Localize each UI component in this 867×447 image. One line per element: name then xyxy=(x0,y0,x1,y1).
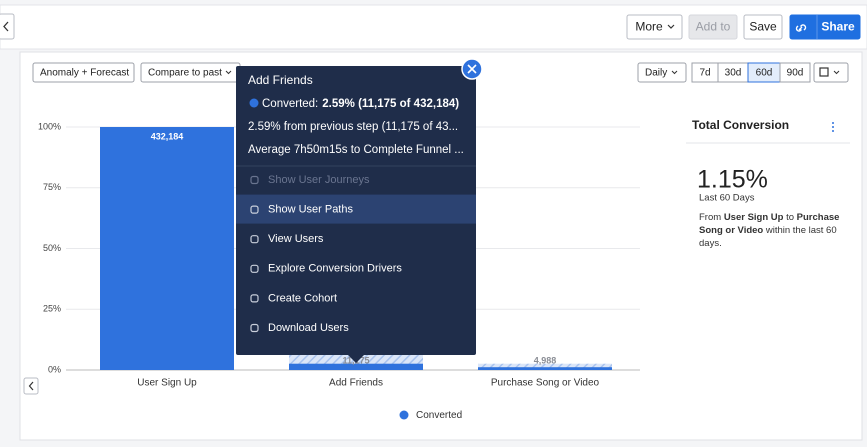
description-part: days. xyxy=(699,238,722,249)
menu-icon xyxy=(250,264,259,273)
description-part: within the last 60 xyxy=(763,225,836,236)
menu-item[interactable]: View Users xyxy=(268,233,324,245)
menu-item[interactable]: Download Users xyxy=(268,322,349,334)
range-label: 7d xyxy=(699,68,710,79)
chevron xyxy=(833,70,840,75)
menu-highlight xyxy=(236,194,476,224)
control-label: Anomaly + Forecast xyxy=(40,68,129,79)
side-title: Total Conversion xyxy=(692,118,789,132)
converted-dot xyxy=(249,98,259,108)
x-tick-label: Add Friends xyxy=(329,378,383,389)
range-label: 90d xyxy=(787,68,804,79)
toolbar-button[interactable] xyxy=(789,14,861,40)
menu-item[interactable]: Create Cohort xyxy=(268,292,337,304)
interval-button[interactable] xyxy=(637,62,687,83)
toolbar: More Add to Save Share xyxy=(626,14,861,40)
description-part: Song or Video xyxy=(699,225,763,236)
side-value: 1.15% xyxy=(697,166,768,194)
x-tick-label: Purchase Song or Video xyxy=(491,378,600,389)
y-tick-label: 25% xyxy=(43,304,61,314)
menu-icon xyxy=(250,175,259,185)
description-part: User Sign Up xyxy=(724,212,784,223)
kebab-dot xyxy=(832,122,834,124)
x-tick-label: User Sign Up xyxy=(137,378,197,389)
calendar-button[interactable] xyxy=(813,62,849,83)
scroll-left-button[interactable] xyxy=(23,377,39,395)
side-description: days. xyxy=(699,238,722,249)
chevron xyxy=(225,70,232,75)
calendar-icon xyxy=(819,67,829,77)
menu-item[interactable]: Show User Paths xyxy=(268,204,353,216)
bar xyxy=(289,363,423,370)
range-label: 60d xyxy=(756,68,773,79)
range-button[interactable] xyxy=(779,62,811,83)
scroll-left-icon xyxy=(28,381,34,391)
toolbar-button[interactable] xyxy=(626,14,683,40)
description-part: to xyxy=(783,212,796,223)
toolbar-button xyxy=(688,14,738,40)
toolbar-button-label: Save xyxy=(749,20,777,34)
menu-icon xyxy=(250,235,259,244)
side-description: Song or Video within the last 60 xyxy=(699,225,837,236)
interval-label: Daily xyxy=(645,68,667,79)
close-icon xyxy=(467,64,477,74)
range-label: 30d xyxy=(725,68,742,79)
toolbar-button-label: Share xyxy=(821,20,855,34)
popup-line: Average 7h50m15s to Complete Funnel ... xyxy=(248,144,464,156)
popup-arrow xyxy=(348,355,364,363)
side-panel: Total Conversion 1.15% Last 60 Days From… xyxy=(686,118,850,249)
count-label: 4,988 xyxy=(534,355,557,365)
popup-line: 2.59% from previous step (11,175 of 43..… xyxy=(248,121,458,133)
popup-converted: Converted: 2.59% (11,175 of 432,184) xyxy=(262,98,459,110)
legend-label[interactable]: Converted xyxy=(416,410,462,421)
popup-title: Add Friends xyxy=(248,73,313,87)
toolbar-button-label: Add to xyxy=(696,20,731,34)
side-period: Last 60 Days xyxy=(699,193,755,204)
menu-item: Show User Journeys xyxy=(268,174,370,186)
menu-icon xyxy=(250,205,259,214)
controls: Anomaly + Forecast Compare to past Daily 7d… xyxy=(32,62,849,83)
y-tick-label: 0% xyxy=(48,364,61,374)
description-part: Purchase xyxy=(797,212,840,223)
y-tick-label: 50% xyxy=(43,243,61,253)
y-tick-label: 100% xyxy=(38,121,61,131)
converted-label: Converted: xyxy=(262,98,318,110)
kebab-dot xyxy=(832,126,834,128)
bar xyxy=(100,127,234,370)
description-part: From xyxy=(699,212,724,223)
menu-icon xyxy=(250,323,259,333)
count-label: 432,184 xyxy=(151,131,184,141)
kebab-dot xyxy=(832,130,834,132)
back-icon xyxy=(3,21,9,32)
menu-item[interactable]: Explore Conversion Drivers xyxy=(268,263,402,275)
chevron xyxy=(667,24,675,29)
toolbar-button-label: More xyxy=(635,20,663,34)
previous-step-bar xyxy=(478,363,612,370)
legend-swatch xyxy=(399,410,409,420)
converted-value: 2.59% (11,175 of 432,184) xyxy=(322,98,459,110)
side-description: From User Sign Up to Purchase xyxy=(699,212,839,223)
back-button[interactable] xyxy=(0,13,15,40)
y-tick-label: 75% xyxy=(43,182,61,192)
bar xyxy=(478,367,612,370)
control-button[interactable] xyxy=(32,62,135,83)
toolbar-button[interactable] xyxy=(743,14,783,40)
chevron xyxy=(671,70,678,75)
control-label: Compare to past xyxy=(148,68,222,79)
popup: Add Friends Converted: 2.59% (11,175 of 4… xyxy=(236,58,483,363)
link-icon xyxy=(795,24,807,32)
menu-icon xyxy=(250,294,259,303)
